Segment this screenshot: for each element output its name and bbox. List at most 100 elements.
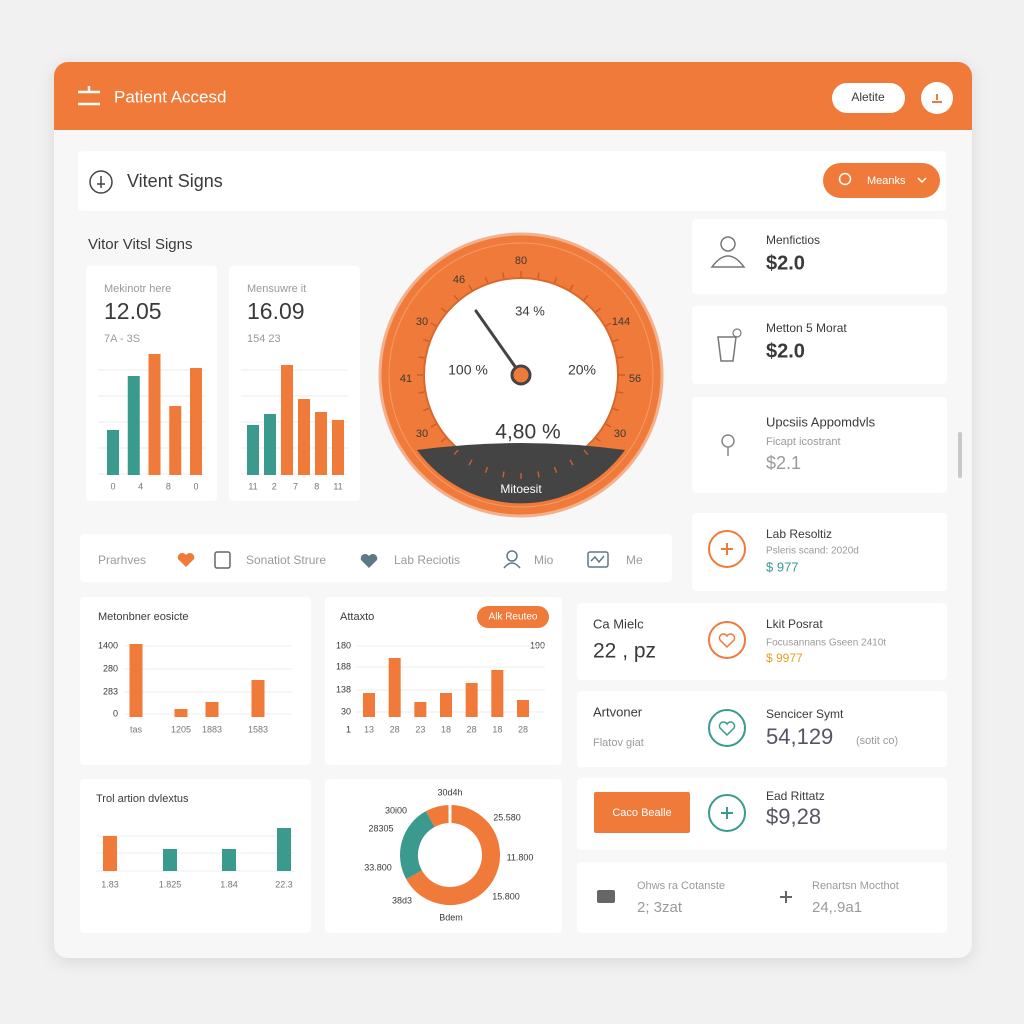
- chart-title: Attaxto: [340, 611, 374, 623]
- gauge-tick: [430, 423, 437, 428]
- gauge-tick: [468, 459, 473, 466]
- gauge-tick: [569, 284, 574, 291]
- row-icon: [780, 891, 792, 903]
- bar: [277, 828, 291, 871]
- side-card-label: Lab Resoltiz: [766, 527, 832, 541]
- chart-button-label[interactable]: Alk Reuteo: [489, 612, 538, 623]
- donut-label: 30d4h: [437, 787, 462, 797]
- header-button[interactable]: [832, 83, 905, 113]
- nav-icon: [506, 550, 518, 562]
- y-tick-label: 283: [103, 686, 118, 696]
- nav-item[interactable]: Lab Reciotis: [394, 553, 460, 567]
- gauge-label: 80: [515, 255, 527, 267]
- bar: [205, 702, 219, 717]
- gauge-top-value: 34 %: [515, 303, 545, 318]
- gauge-left-value: 100 %: [448, 362, 488, 378]
- chart-card: [80, 779, 311, 933]
- bar: [222, 849, 236, 871]
- row-value: 22 , pz: [593, 640, 656, 663]
- nav-icon: [587, 551, 609, 568]
- chart-title: Trol artion dvlextus: [96, 793, 189, 805]
- toolbar-icon-mark: [97, 176, 105, 188]
- y-tick-label: 1400: [98, 640, 118, 650]
- section-title: Vitor Vitsl Signs: [88, 236, 193, 253]
- gauge-label: 30: [416, 316, 428, 328]
- nav-item[interactable]: Prarhves: [98, 553, 146, 567]
- side-card-value: $ 977: [766, 559, 799, 574]
- chart-title: Metonbner eosicte: [98, 611, 189, 623]
- bar: [388, 658, 401, 717]
- gauge-tick: [583, 294, 589, 301]
- search-label[interactable]: Meanks: [867, 175, 906, 187]
- x-tick-label: 7: [293, 481, 298, 491]
- gauge-tick: [440, 437, 447, 443]
- vital-value: 12.05: [104, 298, 162, 324]
- gauge-tick: [468, 284, 473, 291]
- heart-icon: [718, 633, 736, 649]
- gauge-tick: [605, 423, 612, 428]
- bar: [414, 702, 427, 717]
- side-card-sub: Ficapt icostrant: [766, 436, 841, 448]
- bar: [298, 399, 310, 475]
- side-card-label: Metton 5 Morat: [766, 321, 847, 335]
- gauge-center-value: 4,80 %: [495, 421, 560, 444]
- gauge-hub: [510, 364, 532, 386]
- gauge-tick: [430, 322, 437, 327]
- row-item-label: Renartsn Mocthot: [812, 880, 899, 892]
- search-button[interactable]: [823, 163, 940, 198]
- gauge-tick: [612, 407, 619, 412]
- bar: [163, 849, 177, 871]
- menu-icon[interactable]: [78, 86, 100, 106]
- person-icon: [710, 255, 746, 268]
- row-item-value: $ 9977: [766, 651, 803, 665]
- row-label: Ca Mielc: [593, 616, 644, 631]
- bar: [148, 354, 161, 475]
- x-tick-label: 1205: [171, 724, 191, 734]
- side-card-label: Upcsiis Appomdvls: [766, 414, 876, 429]
- gauge-ring-inner: [388, 242, 654, 508]
- bar: [264, 414, 276, 475]
- gauge-tick: [502, 272, 505, 279]
- toolbar-title: Vitent Signs: [127, 171, 223, 191]
- x-tick-label: 28: [467, 724, 477, 734]
- nav-item[interactable]: Mio: [534, 553, 554, 567]
- header-button-label[interactable]: Aletite: [851, 90, 885, 104]
- row-item-value: $9,28: [766, 804, 821, 829]
- gauge-tick: [595, 307, 602, 313]
- gauge-tick: [569, 459, 574, 466]
- side-card-sub: Psleris scand: 2020d: [766, 546, 859, 557]
- gauge-tick: [423, 407, 430, 412]
- row-button[interactable]: [594, 792, 690, 833]
- gauge-label: 30: [614, 428, 626, 440]
- chart-card: [325, 779, 562, 933]
- chart-button[interactable]: [477, 606, 549, 628]
- x-tick-label: 8: [314, 481, 319, 491]
- side-card: [692, 306, 947, 384]
- cup-icon: [732, 328, 742, 338]
- gauge-tick: [502, 471, 505, 478]
- bar: [174, 709, 188, 717]
- nav-item[interactable]: Sonatiot Strure: [246, 553, 326, 567]
- x-tick-label: 11: [333, 481, 342, 491]
- bar: [363, 693, 375, 717]
- donut-label: 30i00: [385, 805, 407, 815]
- x-tick-label: 1883: [202, 724, 222, 734]
- x-tick-label: 1.825: [159, 879, 182, 889]
- donut-segment: [400, 811, 436, 880]
- nav-item[interactable]: Me: [626, 553, 643, 567]
- gauge-tick: [617, 391, 624, 394]
- gauge-needle: [474, 309, 523, 377]
- x-tick-label: 28: [390, 724, 400, 734]
- row-item-value: 2; 3zat: [637, 899, 683, 916]
- bar: [315, 412, 327, 475]
- lab-icon: [721, 807, 733, 819]
- row-button-label[interactable]: Caco Bealle: [612, 807, 671, 819]
- x-tick-label: 1.84: [220, 879, 238, 889]
- scrollbar[interactable]: [958, 432, 962, 478]
- row-item-value: 54,129: [766, 724, 833, 749]
- row-item-value: 24,.9a1: [812, 899, 862, 916]
- donut-segment: [425, 805, 451, 828]
- bar: [251, 680, 265, 717]
- row-label: Artvoner: [593, 704, 643, 719]
